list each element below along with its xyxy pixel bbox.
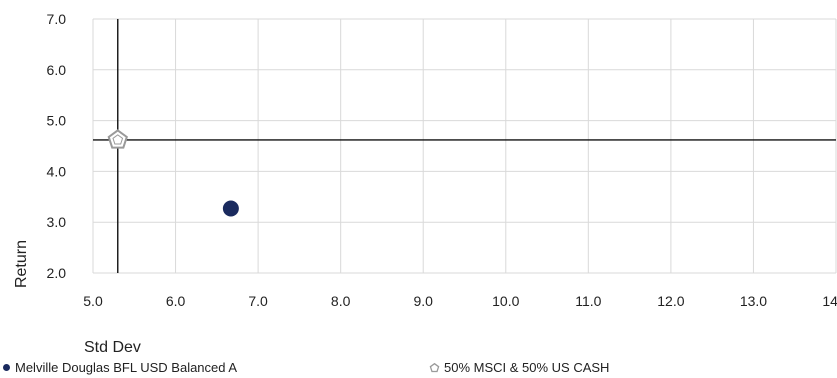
y-tick-label: 2.0 (47, 265, 67, 281)
x-tick-label: 10.0 (492, 293, 519, 309)
x-tick-label: 7.0 (248, 293, 268, 309)
circle-marker-icon (3, 364, 10, 371)
x-tick-label: 12.0 (657, 293, 684, 309)
x-tick-label: 11.0 (575, 293, 601, 309)
reference-lines (93, 19, 836, 273)
x-tick-labels: 5.0 6.0 7.0 8.0 9.0 10.0 11.0 12.0 13.0 14.0 (83, 293, 837, 309)
x-tick-label: 8.0 (331, 293, 351, 309)
x-tick-label: 5.0 (83, 293, 103, 309)
y-axis-title: Return (13, 240, 30, 288)
y-tick-labels: 2.0 3.0 4.0 5.0 6.0 7.0 (47, 11, 67, 281)
data-points (107, 129, 239, 217)
scatter-chart: 5.0 6.0 7.0 8.0 9.0 10.0 11.0 12.0 13.0 14.0 2.0 3… (13, 11, 837, 356)
data-point-benchmark-inner (112, 134, 124, 145)
legend-label-benchmark: 50% MSCI & 50% US CASH (444, 360, 610, 375)
data-point-benchmark (107, 129, 128, 149)
y-tick-label: 6.0 (47, 62, 67, 78)
data-point-fund (222, 200, 239, 217)
y-tick-label: 7.0 (47, 11, 67, 27)
x-tick-label: 6.0 (166, 293, 186, 309)
y-tick-label: 5.0 (47, 113, 67, 129)
x-axis-title: Std Dev (84, 339, 141, 356)
x-tick-label: 13.0 (740, 293, 767, 309)
legend-item-benchmark: 50% MSCI & 50% US CASH (429, 360, 609, 375)
x-tick-label: 9.0 (413, 293, 433, 309)
pentagon-marker-icon (429, 362, 440, 373)
grid-lines (92, 18, 837, 274)
legend-label-fund: Melville Douglas BFL USD Balanced A (15, 360, 238, 375)
y-tick-label: 3.0 (47, 214, 67, 230)
y-tick-label: 4.0 (47, 163, 67, 179)
x-tick-label: 14.0 (822, 293, 837, 309)
legend-item-fund: Melville Douglas BFL USD Balanced A (2, 360, 237, 375)
legend: Melville Douglas BFL USD Balanced A 50% … (0, 360, 837, 378)
